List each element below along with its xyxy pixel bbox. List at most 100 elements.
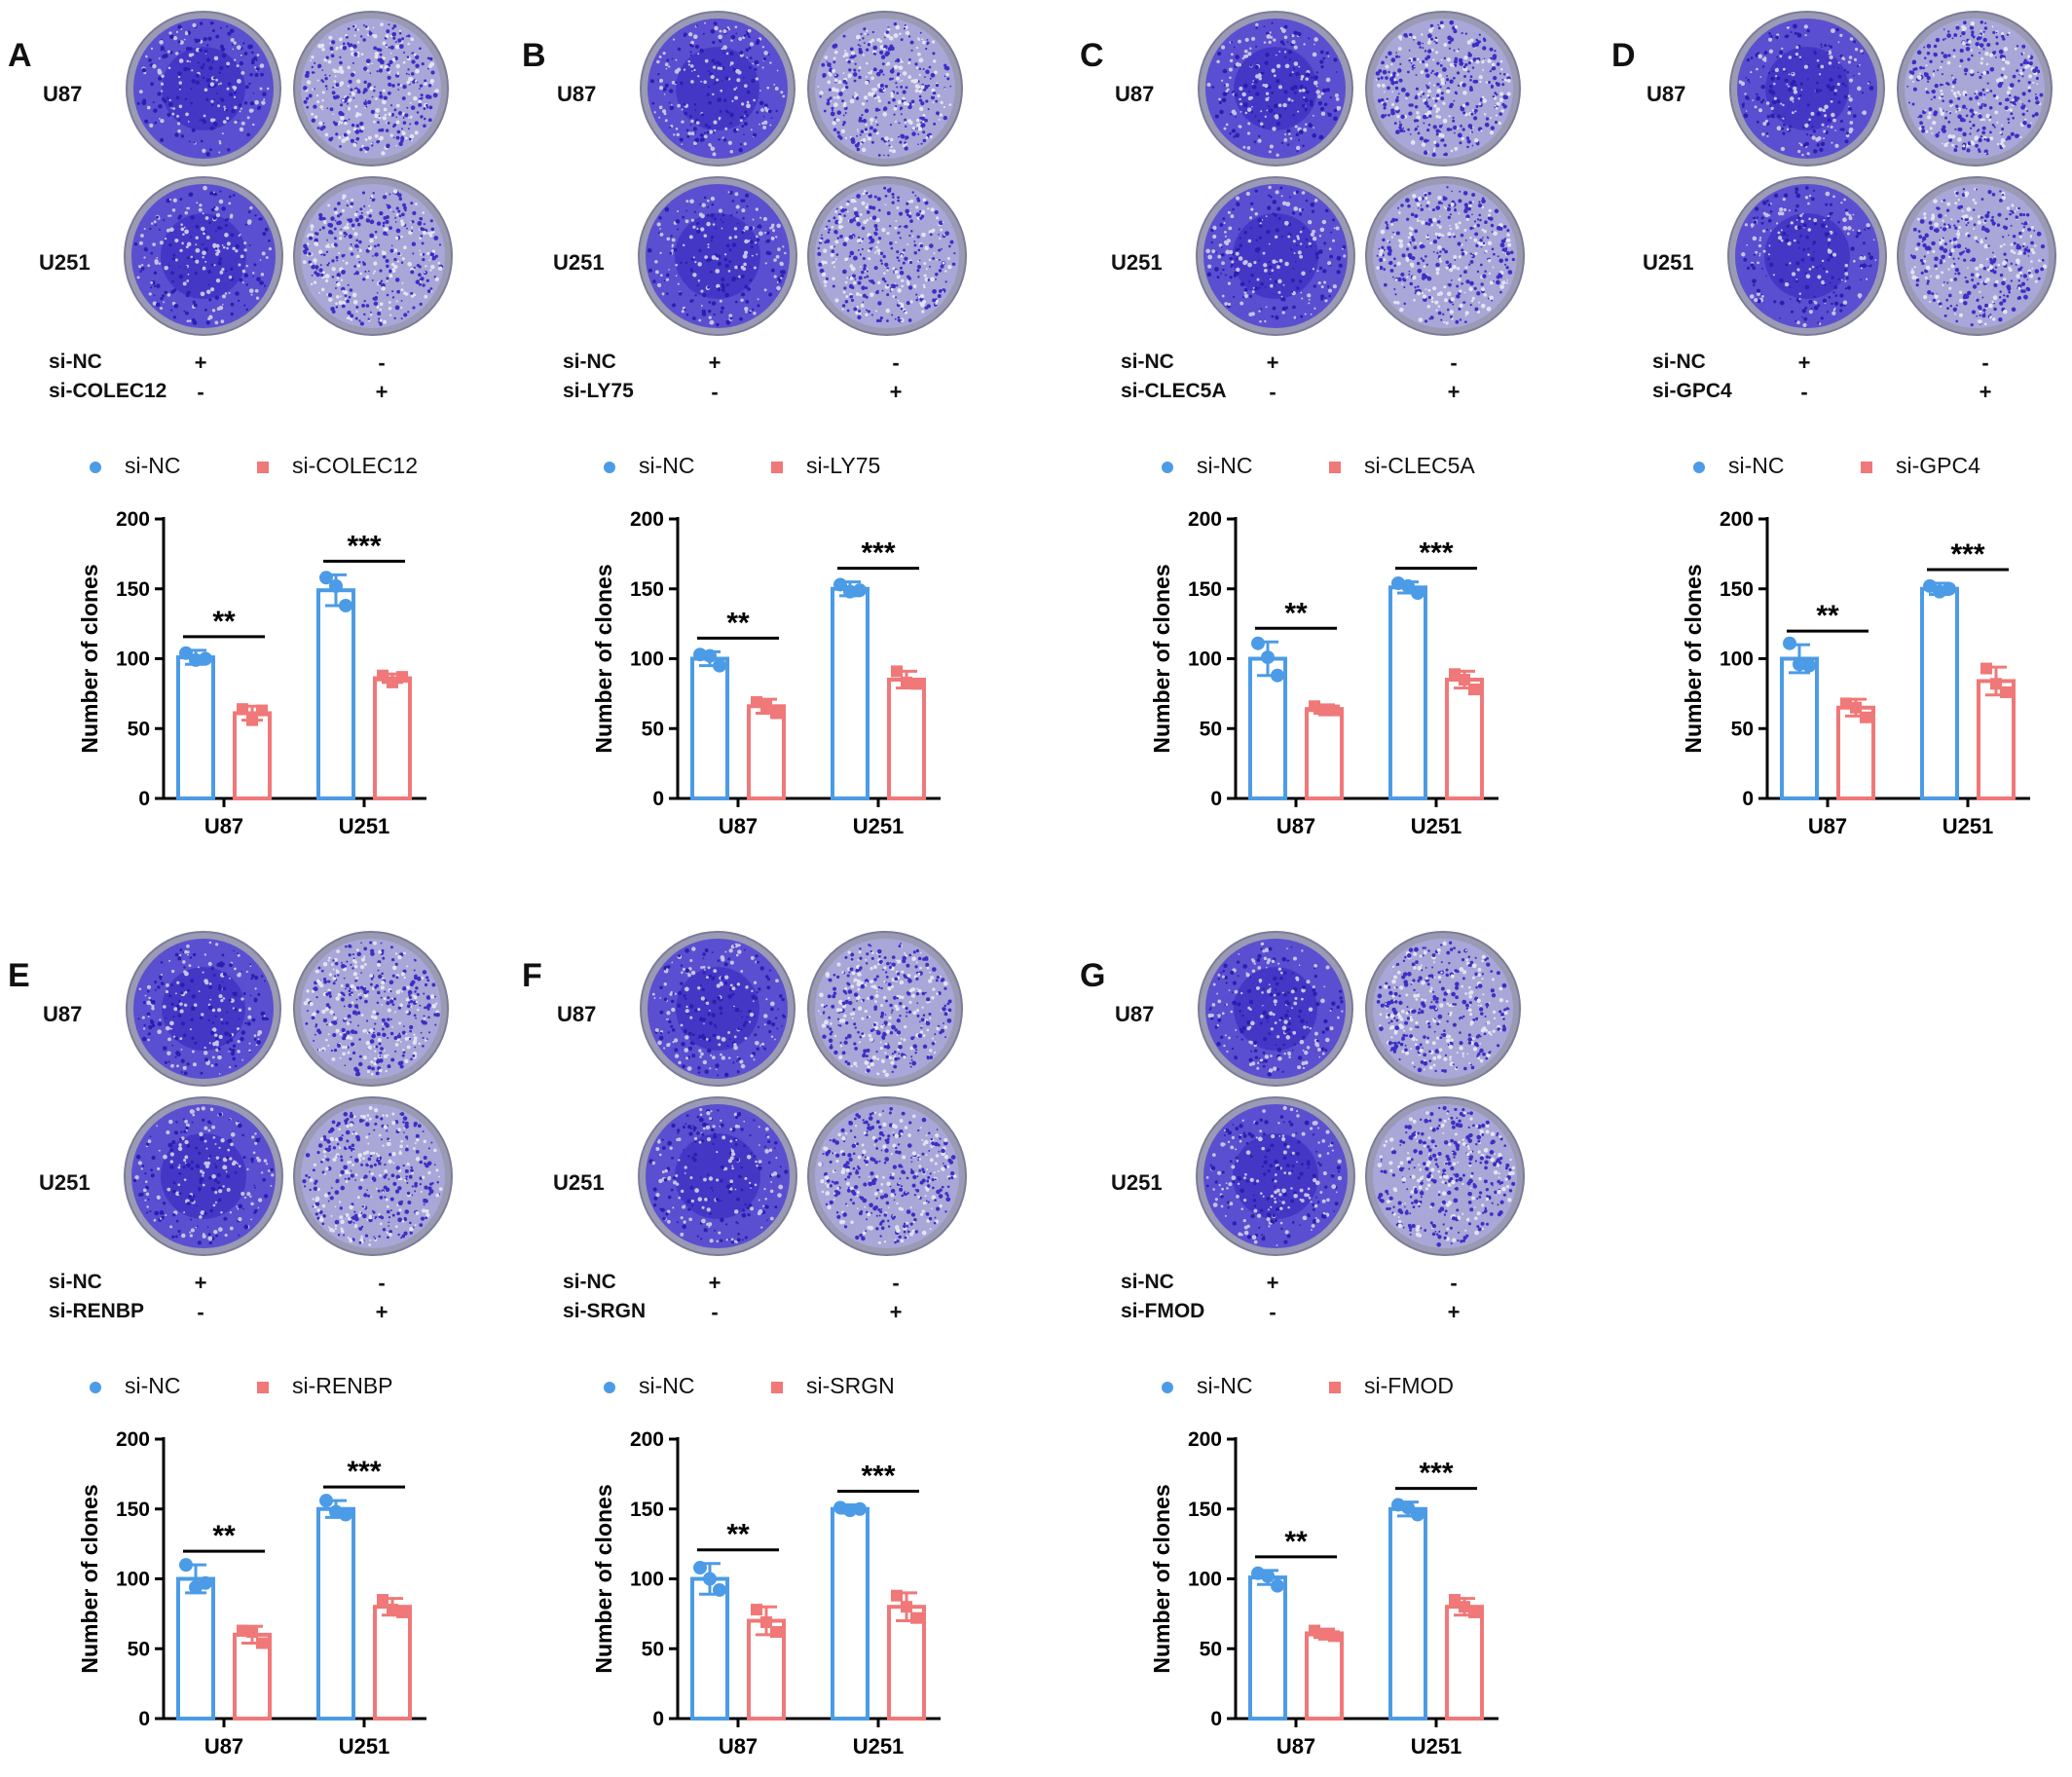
legend-label: si-NC: [1197, 1373, 1253, 1399]
sign-gene-col1: -: [705, 380, 724, 405]
dish-knockdown: [292, 10, 450, 167]
x-tick-label: U87: [204, 1734, 243, 1758]
x-tick-label: U251: [1411, 1734, 1462, 1758]
y-tick-label: 150: [630, 578, 664, 601]
legend-label: si-NC: [639, 453, 695, 479]
bar: [1250, 1577, 1285, 1719]
data-point: [713, 1583, 726, 1597]
x-tick-label: U251: [853, 1734, 905, 1758]
sign-control-col2: -: [372, 1271, 391, 1296]
cell-label-u87: U87: [1115, 82, 1154, 107]
significance-label: ***: [1950, 538, 1984, 571]
y-axis-label: Number of clones: [77, 1484, 102, 1673]
sign-gene-col2: +: [1444, 1300, 1463, 1325]
y-tick-label: 100: [630, 1569, 664, 1591]
data-point: [853, 1502, 867, 1516]
significance-label: **: [1284, 597, 1308, 629]
dish-control: [1195, 1095, 1356, 1257]
condition-label-gene: si-COLEC12: [49, 380, 166, 403]
y-tick-label: 0: [138, 788, 150, 810]
x-tick-label: U87: [719, 1734, 758, 1758]
sign-gene-col2: +: [1976, 380, 1995, 405]
y-tick-label: 100: [1720, 648, 1754, 671]
data-point: [1942, 582, 1956, 596]
dish-knockdown: [806, 1095, 968, 1257]
condition-label-control: si-NC: [1121, 1271, 1174, 1294]
dish-control: [637, 1095, 798, 1257]
data-point: [256, 705, 268, 717]
dish-control: [123, 1095, 284, 1257]
panel-letter: C: [1080, 37, 1104, 75]
data-point: [1468, 684, 1480, 695]
dish-knockdown: [1896, 175, 2057, 337]
y-axis-label: Number of clones: [77, 564, 102, 753]
y-axis-label: Number of clones: [591, 1484, 616, 1673]
condition-label-gene: si-LY75: [563, 380, 634, 403]
bar: [1390, 587, 1425, 798]
legend-marker-circle: [604, 462, 615, 473]
legend-label: si-GPC4: [1896, 453, 1980, 479]
y-axis-label: Number of clones: [591, 564, 616, 753]
significance-label: **: [1816, 600, 1839, 632]
legend-label: si-NC: [125, 1373, 181, 1399]
sign-control-col1: +: [1794, 351, 1814, 376]
data-point: [1328, 1630, 1340, 1642]
legend-marker-circle: [90, 462, 101, 473]
sign-gene-col1: -: [1263, 380, 1282, 405]
cell-label-u251: U251: [39, 1170, 91, 1196]
sign-control-col2: -: [886, 351, 906, 376]
dish-control: [123, 175, 284, 337]
significance-label: **: [212, 1520, 236, 1552]
data-point: [2000, 686, 2012, 698]
dish-knockdown: [806, 10, 964, 167]
legend-label: si-RENBP: [292, 1373, 393, 1399]
y-tick-label: 150: [1188, 578, 1222, 601]
sign-gene-col2: +: [886, 1300, 906, 1325]
legend-marker-circle: [1162, 462, 1173, 473]
legend-label: si-NC: [125, 453, 181, 479]
sign-gene-col1: -: [705, 1300, 724, 1325]
legend-marker-square: [1329, 462, 1341, 473]
data-point: [770, 707, 782, 719]
significance-label: ***: [347, 530, 381, 562]
data-point: [396, 1607, 408, 1618]
condition-label-control: si-NC: [1652, 351, 1706, 374]
bar: [375, 679, 410, 798]
condition-label-gene: si-RENBP: [49, 1300, 144, 1323]
y-tick-label: 100: [1188, 1569, 1222, 1591]
data-point: [199, 1576, 212, 1590]
dish-control: [1197, 930, 1354, 1088]
y-tick-label: 150: [116, 1499, 150, 1521]
y-tick-label: 100: [1188, 648, 1222, 671]
sign-gene-col2: +: [372, 380, 391, 405]
y-tick-label: 50: [642, 1638, 664, 1660]
sign-control-col2: -: [1976, 351, 1995, 376]
dish-control: [125, 930, 282, 1088]
legend-marker-circle: [1693, 462, 1705, 473]
data-point: [396, 671, 408, 683]
condition-label-control: si-NC: [49, 351, 102, 374]
data-point: [1251, 637, 1265, 650]
y-tick-label: 0: [1210, 1708, 1222, 1730]
y-tick-label: 100: [116, 1569, 150, 1591]
legend: si-NC si-RENBP: [90, 1373, 499, 1402]
data-point: [199, 652, 212, 666]
dish-knockdown: [806, 175, 968, 337]
panel-letter: D: [1611, 37, 1636, 75]
y-tick-label: 0: [652, 1708, 664, 1730]
y-tick-label: 200: [116, 1428, 150, 1451]
sign-control-col1: +: [705, 1271, 724, 1296]
y-tick-label: 150: [630, 1499, 664, 1521]
data-point: [891, 665, 903, 677]
dish-knockdown: [1896, 10, 2054, 167]
data-point: [891, 1590, 903, 1602]
cell-label-u87: U87: [557, 1002, 596, 1027]
x-tick-label: U251: [339, 1734, 390, 1758]
panel-letter: A: [8, 37, 32, 75]
panel-letter: B: [522, 37, 546, 75]
